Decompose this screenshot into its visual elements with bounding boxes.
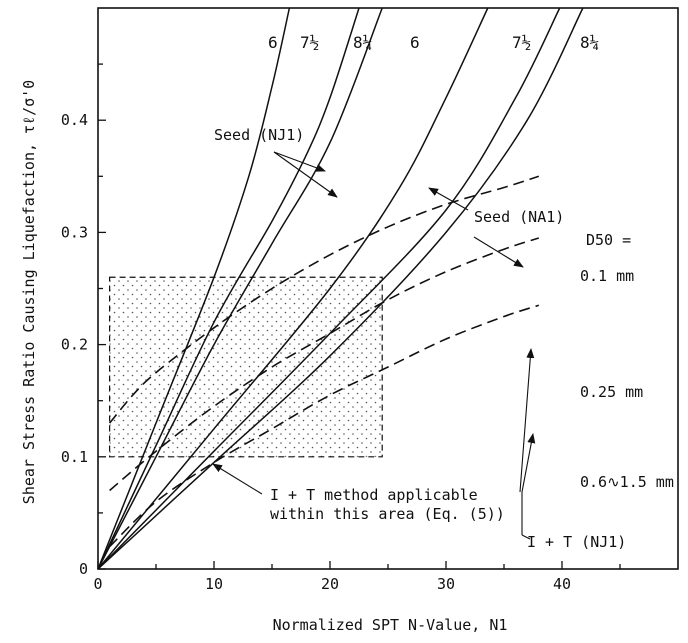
seed-na1-label: Seed (NA1) (474, 208, 564, 226)
y-tick-label: 0.1 (61, 448, 88, 466)
applicable-area (108, 276, 383, 458)
curve-label-na1-8quarter: 8¼ (580, 33, 599, 52)
curve-label-nj1-6: 6 (268, 33, 278, 52)
area-note-leader (212, 463, 263, 495)
series-line-3 (97, 7, 489, 570)
x-tick-label: 20 (321, 575, 339, 593)
series-line-0 (97, 7, 291, 570)
y-axis-title: Shear Stress Ratio Causing Liquefaction,… (20, 80, 38, 504)
d50-value-0-6-1-5: 0.6∿1.5 mm (580, 473, 674, 491)
y-tick-label: 0.4 (61, 111, 88, 129)
d50-header: D50 = (586, 231, 631, 249)
it-nj1-arrow-up (519, 348, 535, 493)
y-tick-label: 0 (79, 560, 88, 578)
d50-value-0-25: 0.25 mm (580, 383, 643, 401)
series-line-8 (109, 304, 540, 548)
it-nj1-arrow-mid (521, 433, 536, 493)
series-line-4 (97, 7, 561, 570)
series-line-7 (109, 237, 540, 492)
curve-label-na1-7half: 7½ (512, 33, 531, 52)
curves-layer (97, 7, 584, 570)
seed-na1-arrow-b (473, 236, 524, 268)
x-tick-label: 30 (437, 575, 455, 593)
it-nj1-bracket-foot (521, 534, 531, 540)
curve-label-nj1-8quarter: 8¼ (353, 33, 372, 52)
seed-na1-arrow-a (428, 187, 469, 211)
area-note-line1: I + T method applicable (270, 486, 478, 504)
curve-label-na1-6: 6 (410, 33, 420, 52)
d50-value-0-1: 0.1 mm (580, 267, 634, 285)
x-tick-label: 40 (553, 575, 571, 593)
series-line-6 (108, 175, 540, 424)
ticks-layer: 0 10 20 30 40 0 0.1 0.2 0.3 0.4 (61, 63, 621, 593)
x-tick-label: 0 (93, 575, 102, 593)
seed-nj1-arrow-a (273, 151, 326, 172)
seed-nj1-label: Seed (NJ1) (214, 126, 304, 144)
series-line-2 (97, 7, 383, 570)
curve-label-nj1-7half: 7½ (300, 33, 319, 52)
x-axis-title: Normalized SPT N-Value, N1 (273, 616, 508, 634)
series-line-1 (97, 7, 360, 570)
area-note-line2: within this area (Eq. (5)) (270, 505, 505, 523)
seed-nj1-arrow-b (273, 151, 338, 198)
y-tick-label: 0.3 (61, 223, 88, 241)
y-tick-label: 0.2 (61, 336, 88, 354)
x-tick-label: 10 (205, 575, 223, 593)
it-nj1-label: I + T (NJ1) (527, 533, 626, 551)
